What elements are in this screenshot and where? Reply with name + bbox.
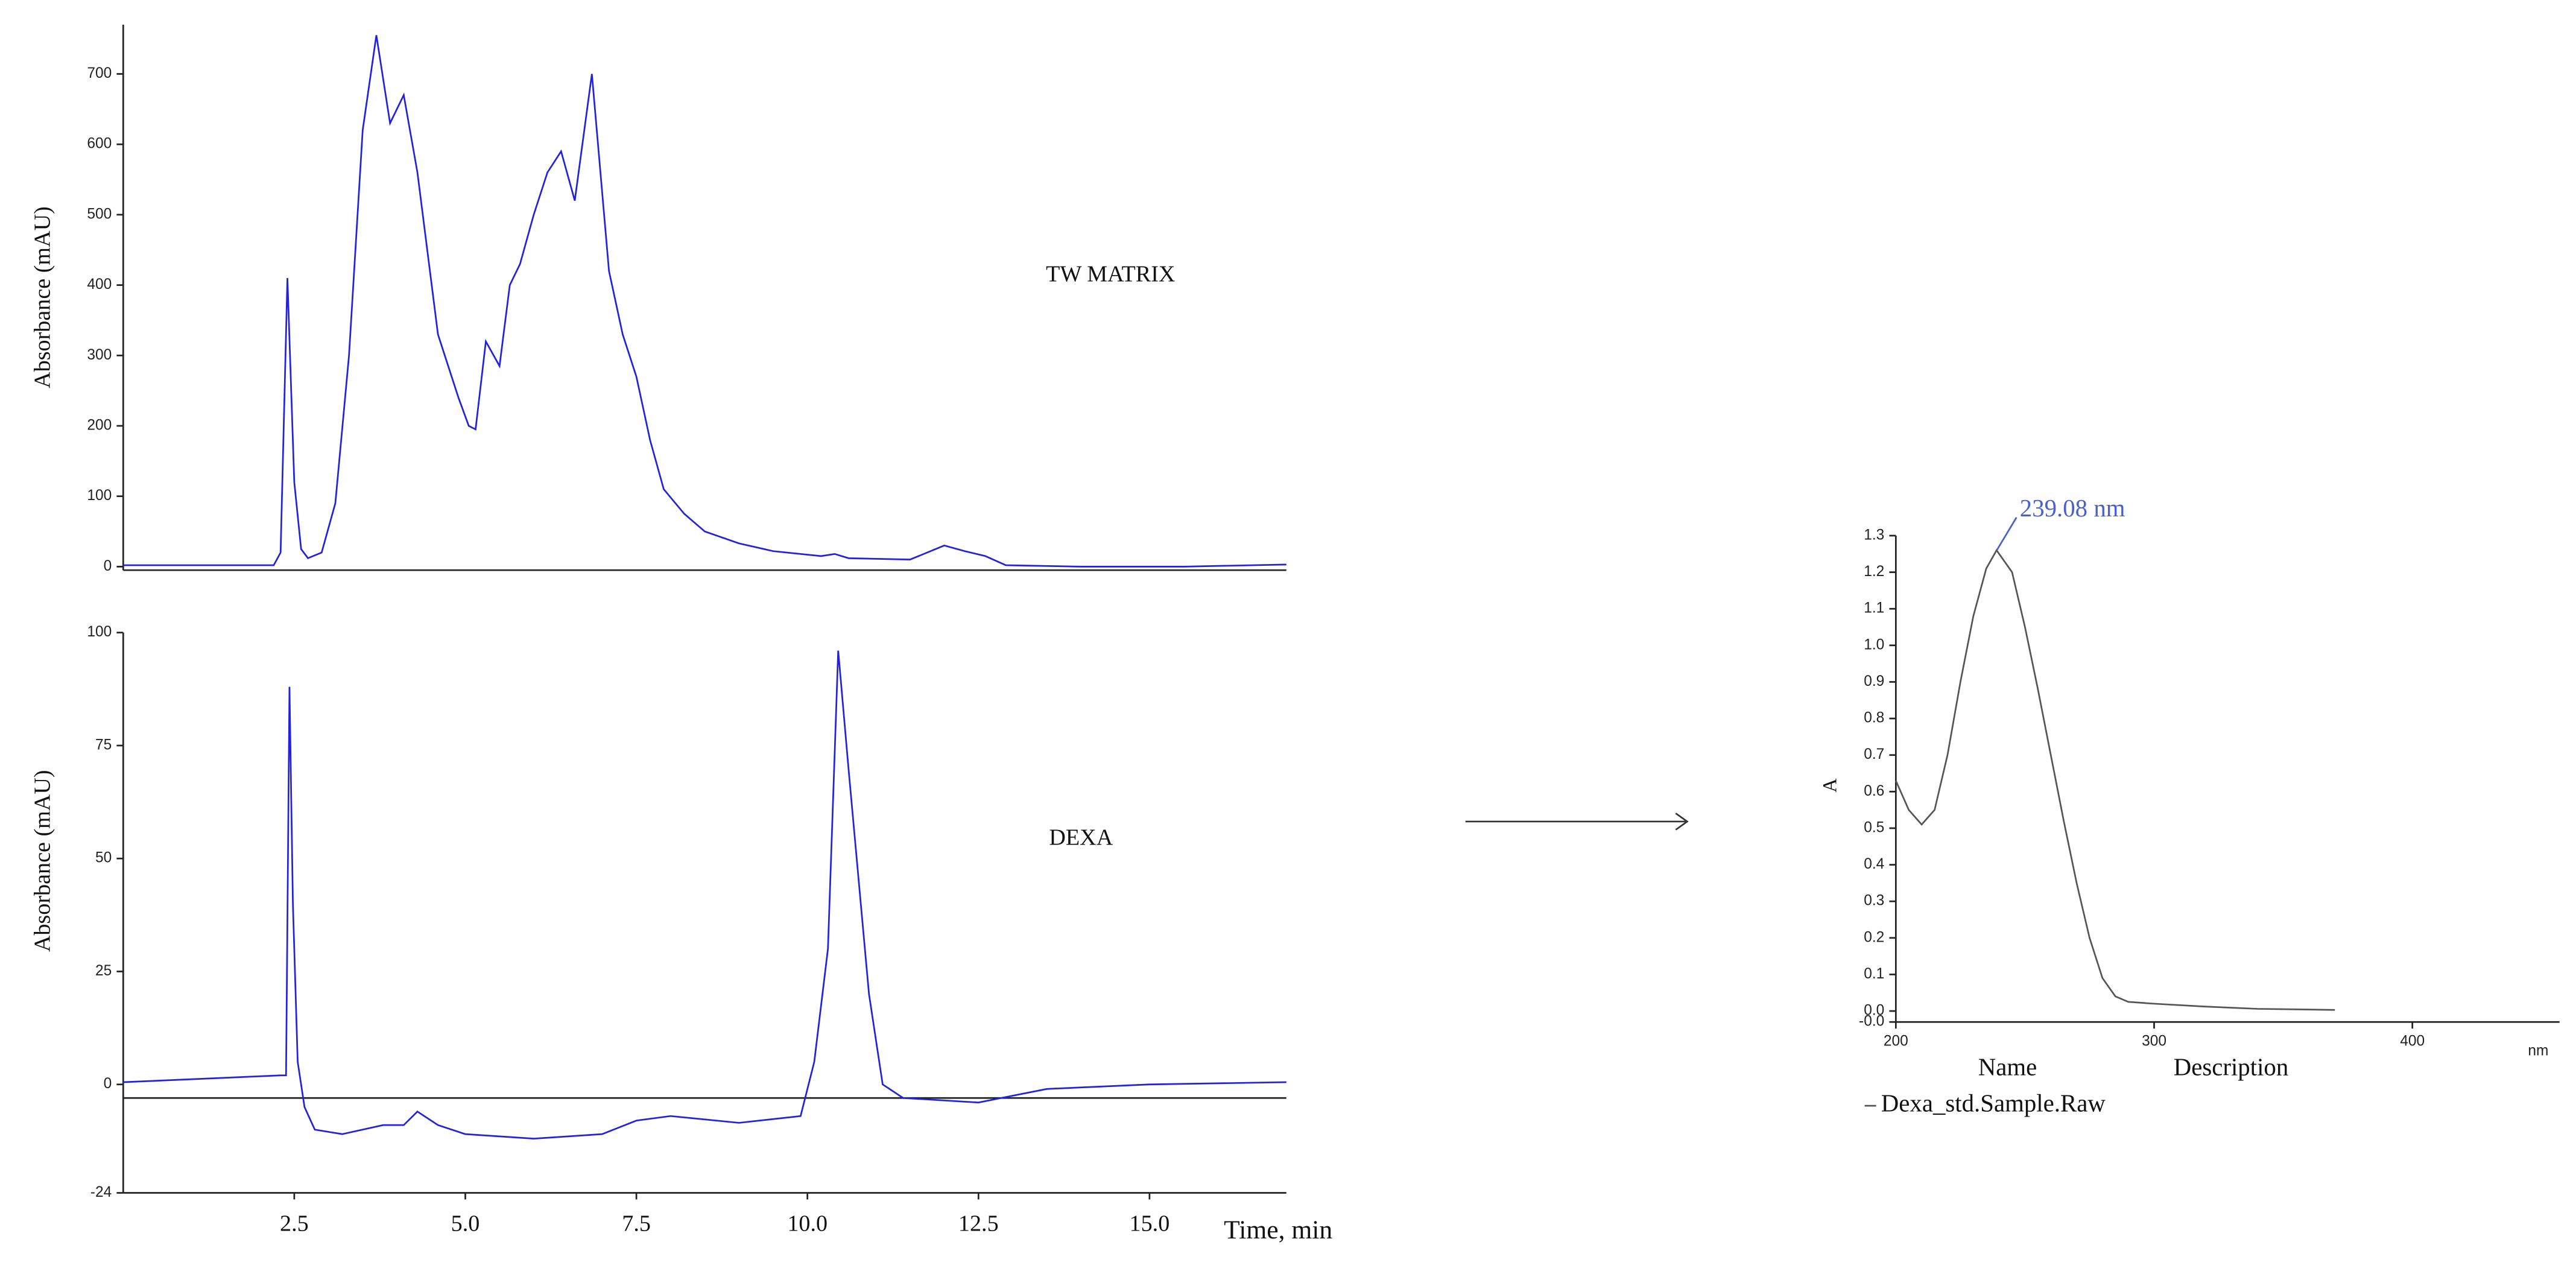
y-tick-label: 600 — [87, 136, 112, 152]
y-tick-label: 0.9 — [1864, 673, 1884, 689]
x-tick-label: 10.0 — [787, 1211, 828, 1237]
y-tick-label: 0.7 — [1864, 746, 1884, 762]
x-axis-label: nm — [2528, 1043, 2548, 1059]
y-tick-label: 300 — [87, 347, 112, 363]
y-tick-label: 25 — [95, 963, 112, 979]
y-tick-label: 0.5 — [1864, 819, 1884, 835]
legend-header: Description — [2174, 1054, 2289, 1081]
y-tick-label: 0 — [104, 1076, 112, 1092]
y-tick-label: 700 — [87, 65, 112, 81]
y-axis-label: Absorbance (mAU) — [30, 770, 55, 952]
y-tick-label: -0.0 — [1859, 1013, 1884, 1030]
y-tick-label: 500 — [87, 206, 112, 222]
y-tick-label: 0.8 — [1864, 710, 1884, 726]
y-tick-label: 0.3 — [1864, 893, 1884, 909]
y-tick-label: 0.4 — [1864, 856, 1884, 872]
x-tick-label: 7.5 — [622, 1211, 651, 1237]
trace-label: DEXA — [1049, 825, 1113, 851]
data-line — [1895, 548, 2335, 1011]
legend-header: Name — [1978, 1054, 2037, 1081]
x-tick-label: 2.5 — [280, 1211, 309, 1237]
y-tick-label: 100 — [87, 487, 112, 504]
y-tick-label: 1.3 — [1864, 527, 1884, 543]
y-tick-label: 0.1 — [1864, 966, 1884, 982]
data-line — [123, 650, 1286, 1140]
y-tick-label: 1.1 — [1864, 600, 1884, 616]
x-tick-label: 300 — [2142, 1033, 2166, 1049]
y-tick-label: 1.2 — [1864, 563, 1884, 580]
y-tick-label: 1.0 — [1864, 636, 1884, 653]
arrow-head — [1675, 813, 1689, 831]
x-tick-label: 400 — [2400, 1033, 2425, 1049]
x-axis-label: Time, min — [1224, 1215, 1332, 1244]
x-tick-label: 12.5 — [958, 1211, 999, 1237]
data-line — [123, 35, 1286, 568]
y-tick-label: 100 — [87, 624, 112, 640]
y-tick-label: 0.2 — [1864, 929, 1884, 945]
y-axis-label: A — [1820, 778, 1841, 793]
annotation: 239.08 nm — [2020, 495, 2125, 522]
trace-label: TW MATRIX — [1046, 261, 1175, 287]
y-tick-label: 0.0 — [1864, 1003, 1884, 1019]
x-tick-label: 200 — [1884, 1033, 1908, 1049]
y-tick-label: 50 — [95, 850, 112, 866]
annotation-leader — [1996, 517, 2017, 551]
y-tick-label: 0 — [104, 558, 112, 574]
y-axis-label: Absorbance (mAU) — [30, 206, 55, 388]
y-tick-label: -24 — [90, 1184, 112, 1200]
x-tick-label: 5.0 — [451, 1211, 480, 1237]
y-tick-label: 400 — [87, 276, 112, 293]
y-tick-label: 200 — [87, 417, 112, 433]
legend-label: Dexa_std.Sample.Raw — [1881, 1090, 2106, 1117]
y-tick-label: 0.6 — [1864, 783, 1884, 799]
y-tick-label: 75 — [95, 737, 112, 753]
x-tick-label: 15.0 — [1130, 1211, 1170, 1237]
